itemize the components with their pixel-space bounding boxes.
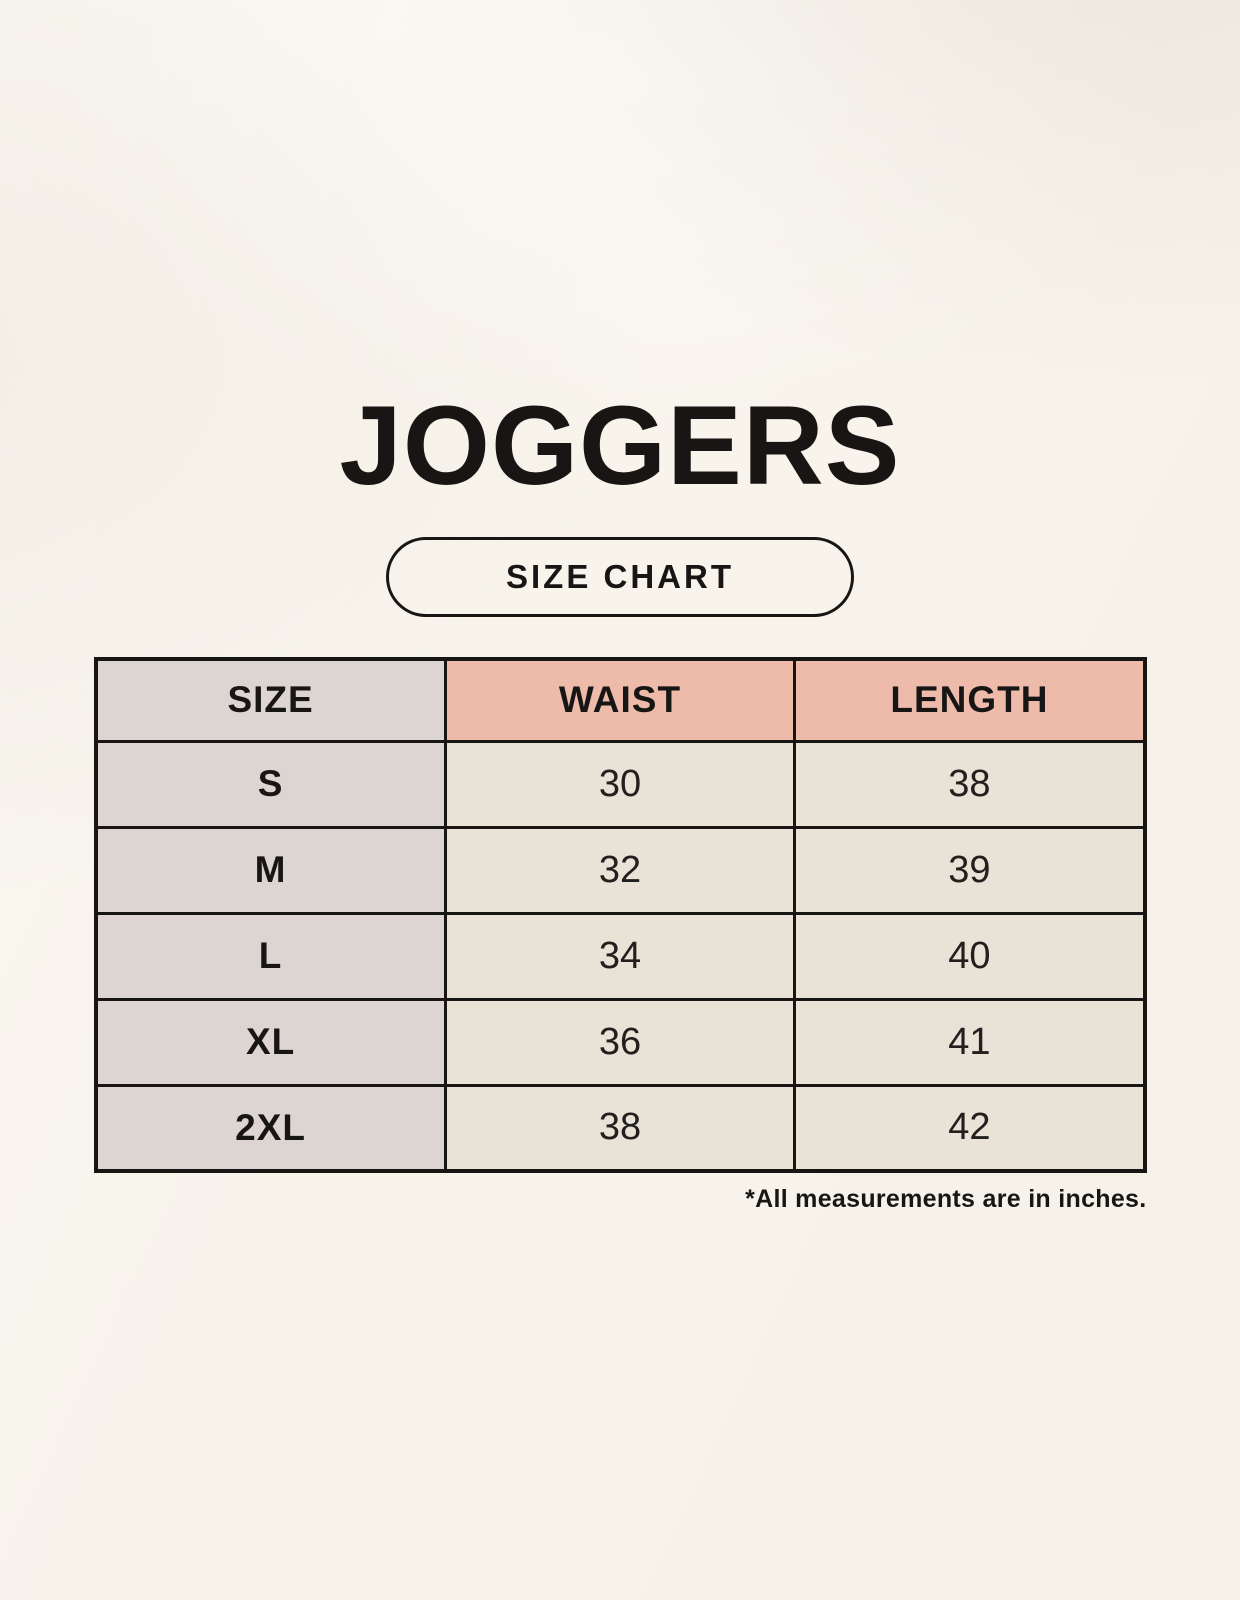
column-header-waist: WAIST (443, 657, 797, 743)
length-value-s: 38 (793, 739, 1146, 829)
row-label-l: L (94, 911, 447, 1001)
length-value-2xl: 42 (793, 1083, 1146, 1173)
table-row: S 30 38 (94, 739, 1146, 829)
length-value-xl: 41 (793, 997, 1146, 1087)
length-value-l: 40 (793, 911, 1146, 1001)
page-title: JOGGERS (339, 383, 901, 508)
column-header-length: LENGTH (793, 657, 1146, 743)
waist-value-m: 32 (443, 825, 797, 915)
length-value-m: 39 (793, 825, 1146, 915)
row-label-2xl: 2XL (94, 1083, 447, 1173)
waist-value-l: 34 (443, 911, 797, 1001)
size-chart-badge-label: SIZE CHART (506, 558, 734, 595)
row-label-m: M (94, 825, 447, 915)
table-row: XL 36 41 (94, 997, 1146, 1087)
row-label-xl: XL (94, 997, 447, 1087)
table-row: M 32 39 (94, 825, 1146, 915)
waist-value-s: 30 (443, 739, 797, 829)
row-label-s: S (94, 739, 447, 829)
size-chart-badge: SIZE CHART (386, 537, 854, 617)
column-header-size: SIZE (94, 657, 447, 743)
size-table: SIZE WAIST LENGTH S 30 38 M 32 39 L 34 4… (93, 657, 1147, 1173)
measurement-note: *All measurements are in inches. (745, 1185, 1147, 1213)
waist-value-xl: 36 (443, 997, 797, 1087)
table-row: 2XL 38 42 (94, 1083, 1146, 1173)
table-row: L 34 40 (94, 911, 1146, 1001)
waist-value-2xl: 38 (443, 1083, 797, 1173)
table-header-row: SIZE WAIST LENGTH (94, 657, 1146, 743)
